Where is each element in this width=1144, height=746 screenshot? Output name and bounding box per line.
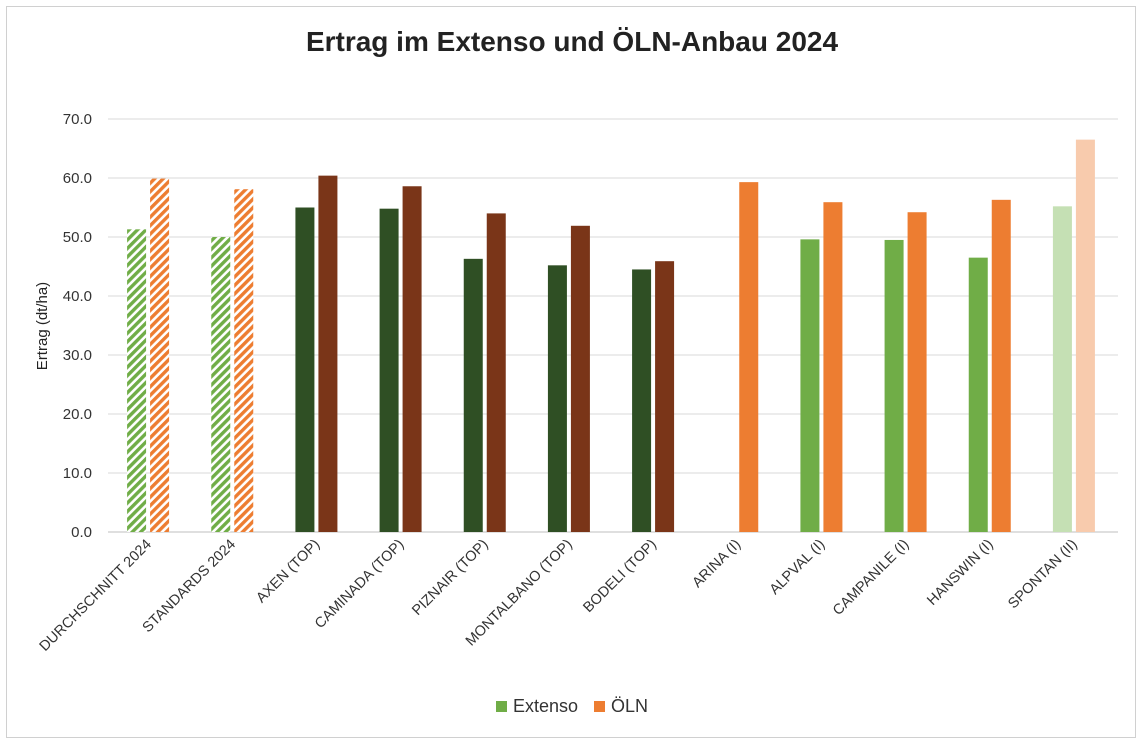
x-tick-label: CAMPANILE (I)	[830, 537, 912, 619]
bar-oeln	[907, 212, 927, 532]
bar-oeln	[1075, 139, 1095, 532]
chart-title: Ertrag im Extenso und ÖLN-Anbau 2024	[305, 26, 839, 57]
bar-oeln	[570, 225, 590, 533]
bar-oeln	[150, 178, 170, 532]
bar-extenso	[211, 237, 231, 532]
x-tick-label: PIZNAIR (TOP)	[409, 537, 491, 619]
y-tick-label: 60.0	[63, 170, 92, 187]
y-tick-label: 50.0	[63, 229, 92, 246]
bar-oeln	[655, 261, 675, 532]
legend-label-extenso: Extenso	[512, 696, 579, 716]
legend-swatch-oeln	[594, 701, 606, 712]
bar-extenso	[295, 207, 315, 532]
legend: Extenso ÖLN	[0, 696, 1144, 717]
y-tick-label: 20.0	[63, 406, 92, 423]
bar-extenso	[1052, 206, 1072, 532]
x-tick-label: AXEN (TOP)	[253, 537, 323, 607]
bars	[127, 139, 1095, 533]
bar-extenso	[379, 208, 399, 532]
gridlines	[108, 118, 1118, 533]
legend-swatch-extenso	[495, 701, 507, 712]
y-tick-label: 40.0	[63, 288, 92, 305]
y-tick-label: 10.0	[63, 465, 92, 482]
y-axis-ticks: 0.0 10.0 20.0 30.0 40.0 50.0 60.0 70.0	[63, 111, 92, 541]
x-tick-label: DURCHSCHNITT 2024	[37, 537, 155, 655]
bar-oeln	[739, 182, 759, 532]
x-tick-label: STANDARDS 2024	[140, 537, 239, 636]
bar-extenso	[547, 265, 567, 532]
y-tick-label: 0.0	[71, 524, 92, 541]
bar-extenso	[463, 258, 483, 532]
legend-item-extenso: Extenso	[495, 696, 579, 717]
bar-oeln	[823, 202, 843, 532]
y-tick-label: 70.0	[63, 111, 92, 128]
bar-oeln	[991, 199, 1011, 532]
y-tick-label: 30.0	[63, 347, 92, 364]
bar-oeln	[486, 213, 506, 532]
x-tick-label: ALPVAL (I)	[767, 537, 828, 598]
bar-oeln	[318, 175, 338, 532]
x-tick-label: BODELI (TOP)	[580, 537, 659, 616]
legend-item-oeln: ÖLN	[594, 696, 648, 717]
bar-extenso	[632, 269, 652, 532]
x-tick-label: SPONTAN (II)	[1005, 537, 1080, 612]
bar-oeln	[234, 189, 254, 532]
bar-extenso	[800, 239, 820, 533]
bar-extenso	[127, 229, 147, 532]
legend-label-oeln: ÖLN	[611, 696, 649, 716]
x-tick-label: HANSWIN (I)	[924, 537, 996, 609]
x-tick-label: ARINA (I)	[689, 537, 744, 592]
bar-extenso	[884, 239, 904, 532]
y-axis-label: Ertrag (dt/ha)	[34, 282, 51, 370]
x-tick-label: CAMINADA (TOP)	[312, 537, 407, 632]
bar-oeln	[402, 186, 422, 532]
bar-extenso	[968, 257, 988, 532]
